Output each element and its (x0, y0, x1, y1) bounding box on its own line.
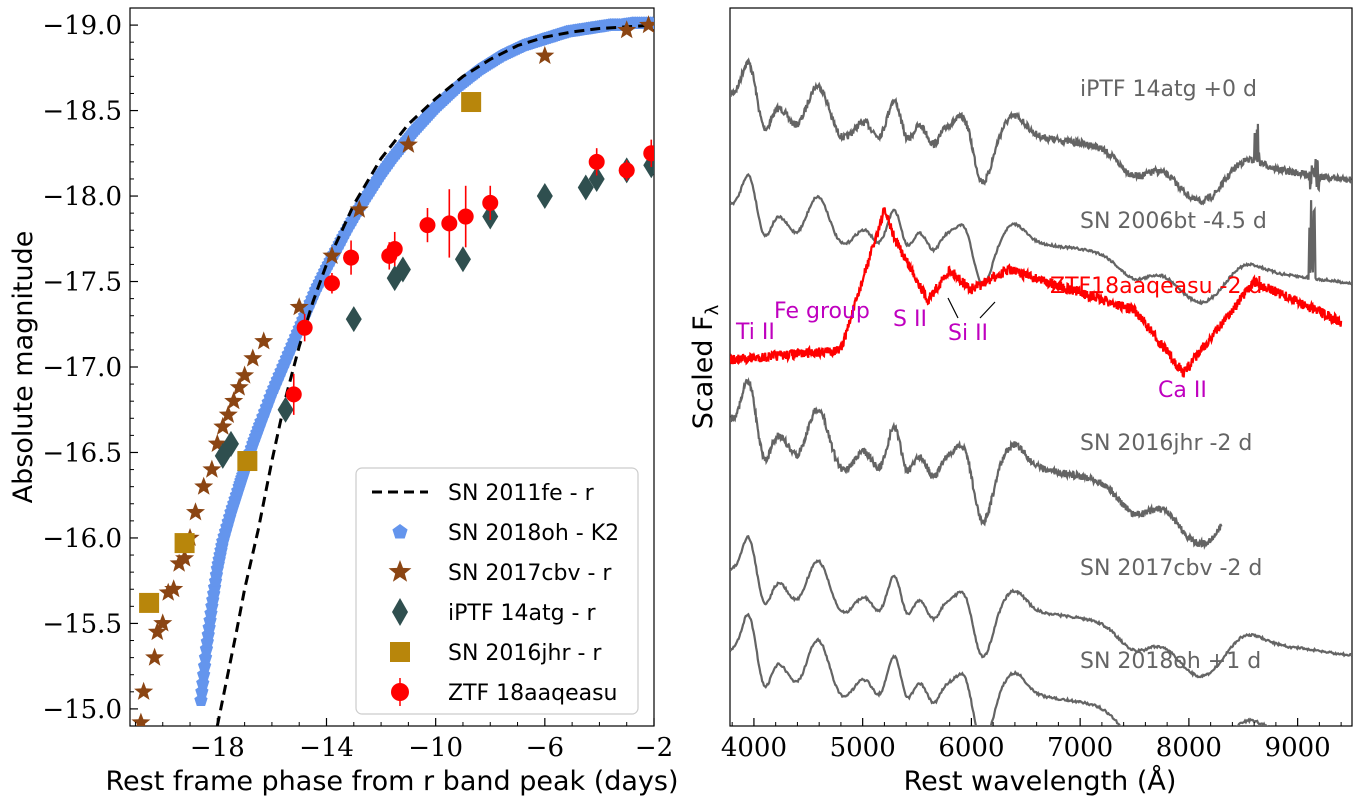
spectrum-label: iPTF 14atg +0 d (1080, 77, 1257, 102)
x-tick-label: 7000 (1047, 733, 1113, 763)
ztf-point (643, 145, 659, 161)
y-tick-label: −18.0 (42, 182, 122, 212)
right-x-axis-label: Rest wavelength (Å) (904, 765, 1177, 797)
ion-annotation: S II (893, 307, 927, 332)
spectrum-label: SN 2018oh +1 d (1080, 649, 1261, 674)
left-x-axis-label: Rest frame phase from r band peak (days) (105, 766, 678, 797)
x-tick-label: −10 (408, 733, 463, 763)
x-tick-label: 8000 (1156, 733, 1222, 763)
ztf-point (286, 386, 302, 402)
ztf-point (589, 154, 605, 170)
right-y-axis-label: Scaled Fλ (688, 304, 723, 429)
x-tick-label: −18 (190, 733, 245, 763)
spectrum-label: SN 2016jhr -2 d (1080, 431, 1252, 456)
legend-label: SN 2016jhr - r (448, 641, 602, 666)
ztf-point (387, 241, 403, 257)
spectrum-label: ZTF18aaqeasu -2 d (1050, 274, 1262, 299)
lambda-subscript: λ (702, 304, 723, 315)
legend-label: iPTF 14atg - r (448, 601, 596, 626)
ztf-point (458, 209, 474, 225)
legend-label: SN 2017cbv - r (448, 561, 612, 586)
x-tick-label: 5000 (830, 733, 896, 763)
ztf-point (297, 320, 313, 336)
x-tick-label: −6 (526, 733, 564, 763)
x-tick-label: 6000 (938, 733, 1004, 763)
sn2016jhr-point (461, 92, 481, 112)
y-tick-label: −16.5 (42, 438, 122, 468)
sn2016jhr-point (139, 593, 159, 613)
ion-annotation: Si II (948, 321, 988, 346)
light-curve-panel: −18 −14 −10 −6 −2 −15.0−15.5−16.0−16.5−17.0−… (8, 8, 679, 797)
ion-annotation: Ca II (1158, 378, 1207, 403)
ztf-point (343, 250, 359, 266)
legend-label: SN 2018oh - K2 (448, 521, 619, 546)
y-tick-label: −17.5 (42, 268, 122, 298)
legend-marker-square (390, 642, 410, 662)
sn2016jhr-point (175, 533, 195, 553)
ztf-point (619, 162, 635, 178)
legend-marker-circle (391, 683, 409, 701)
left-y-axis: −15.0 −15.5 −16.0 −16.5 −17.0 −17.5 −18.0 −18.5… (42, 11, 138, 726)
ztf-point (324, 275, 340, 291)
legend: SN 2011fe - r SN 2018oh - K2 SN 2017cbv - … (356, 468, 638, 714)
right-plot-frame (730, 8, 1352, 726)
ion-annotation: Ti II (735, 320, 775, 345)
spectrum-label: SN 2017cbv -2 d (1080, 556, 1262, 581)
ztf-point (419, 217, 435, 233)
legend-label: SN 2011fe - r (448, 481, 595, 506)
ion-annotation: Fe group (774, 299, 870, 324)
ztf-point (482, 195, 498, 211)
x-tick-label: 9000 (1265, 733, 1331, 763)
x-tick-label: −2 (635, 733, 673, 763)
spectra-panel: iPTF 14atg +0 d SN 2006bt -4.5 d ZTF18aaqe… (688, 8, 1352, 797)
x-tick-label: 4000 (721, 733, 787, 763)
y-tick-label: −15.5 (42, 609, 122, 639)
y-tick-label: −19.0 (42, 11, 122, 41)
legend-label: ZTF 18aaqeasu (448, 681, 618, 706)
y-tick-label: −16.0 (42, 524, 122, 554)
spectrum-label: SN 2006bt -4.5 d (1080, 209, 1267, 234)
y-tick-label: −17.0 (42, 353, 122, 383)
x-tick-label: −14 (299, 733, 354, 763)
ztf-point (441, 215, 457, 231)
sn2016jhr-point (237, 451, 257, 471)
left-y-axis-label: Absolute magnitude (8, 231, 39, 504)
y-tick-label: −18.5 (42, 97, 122, 127)
y-tick-label: −15.0 (42, 695, 122, 725)
